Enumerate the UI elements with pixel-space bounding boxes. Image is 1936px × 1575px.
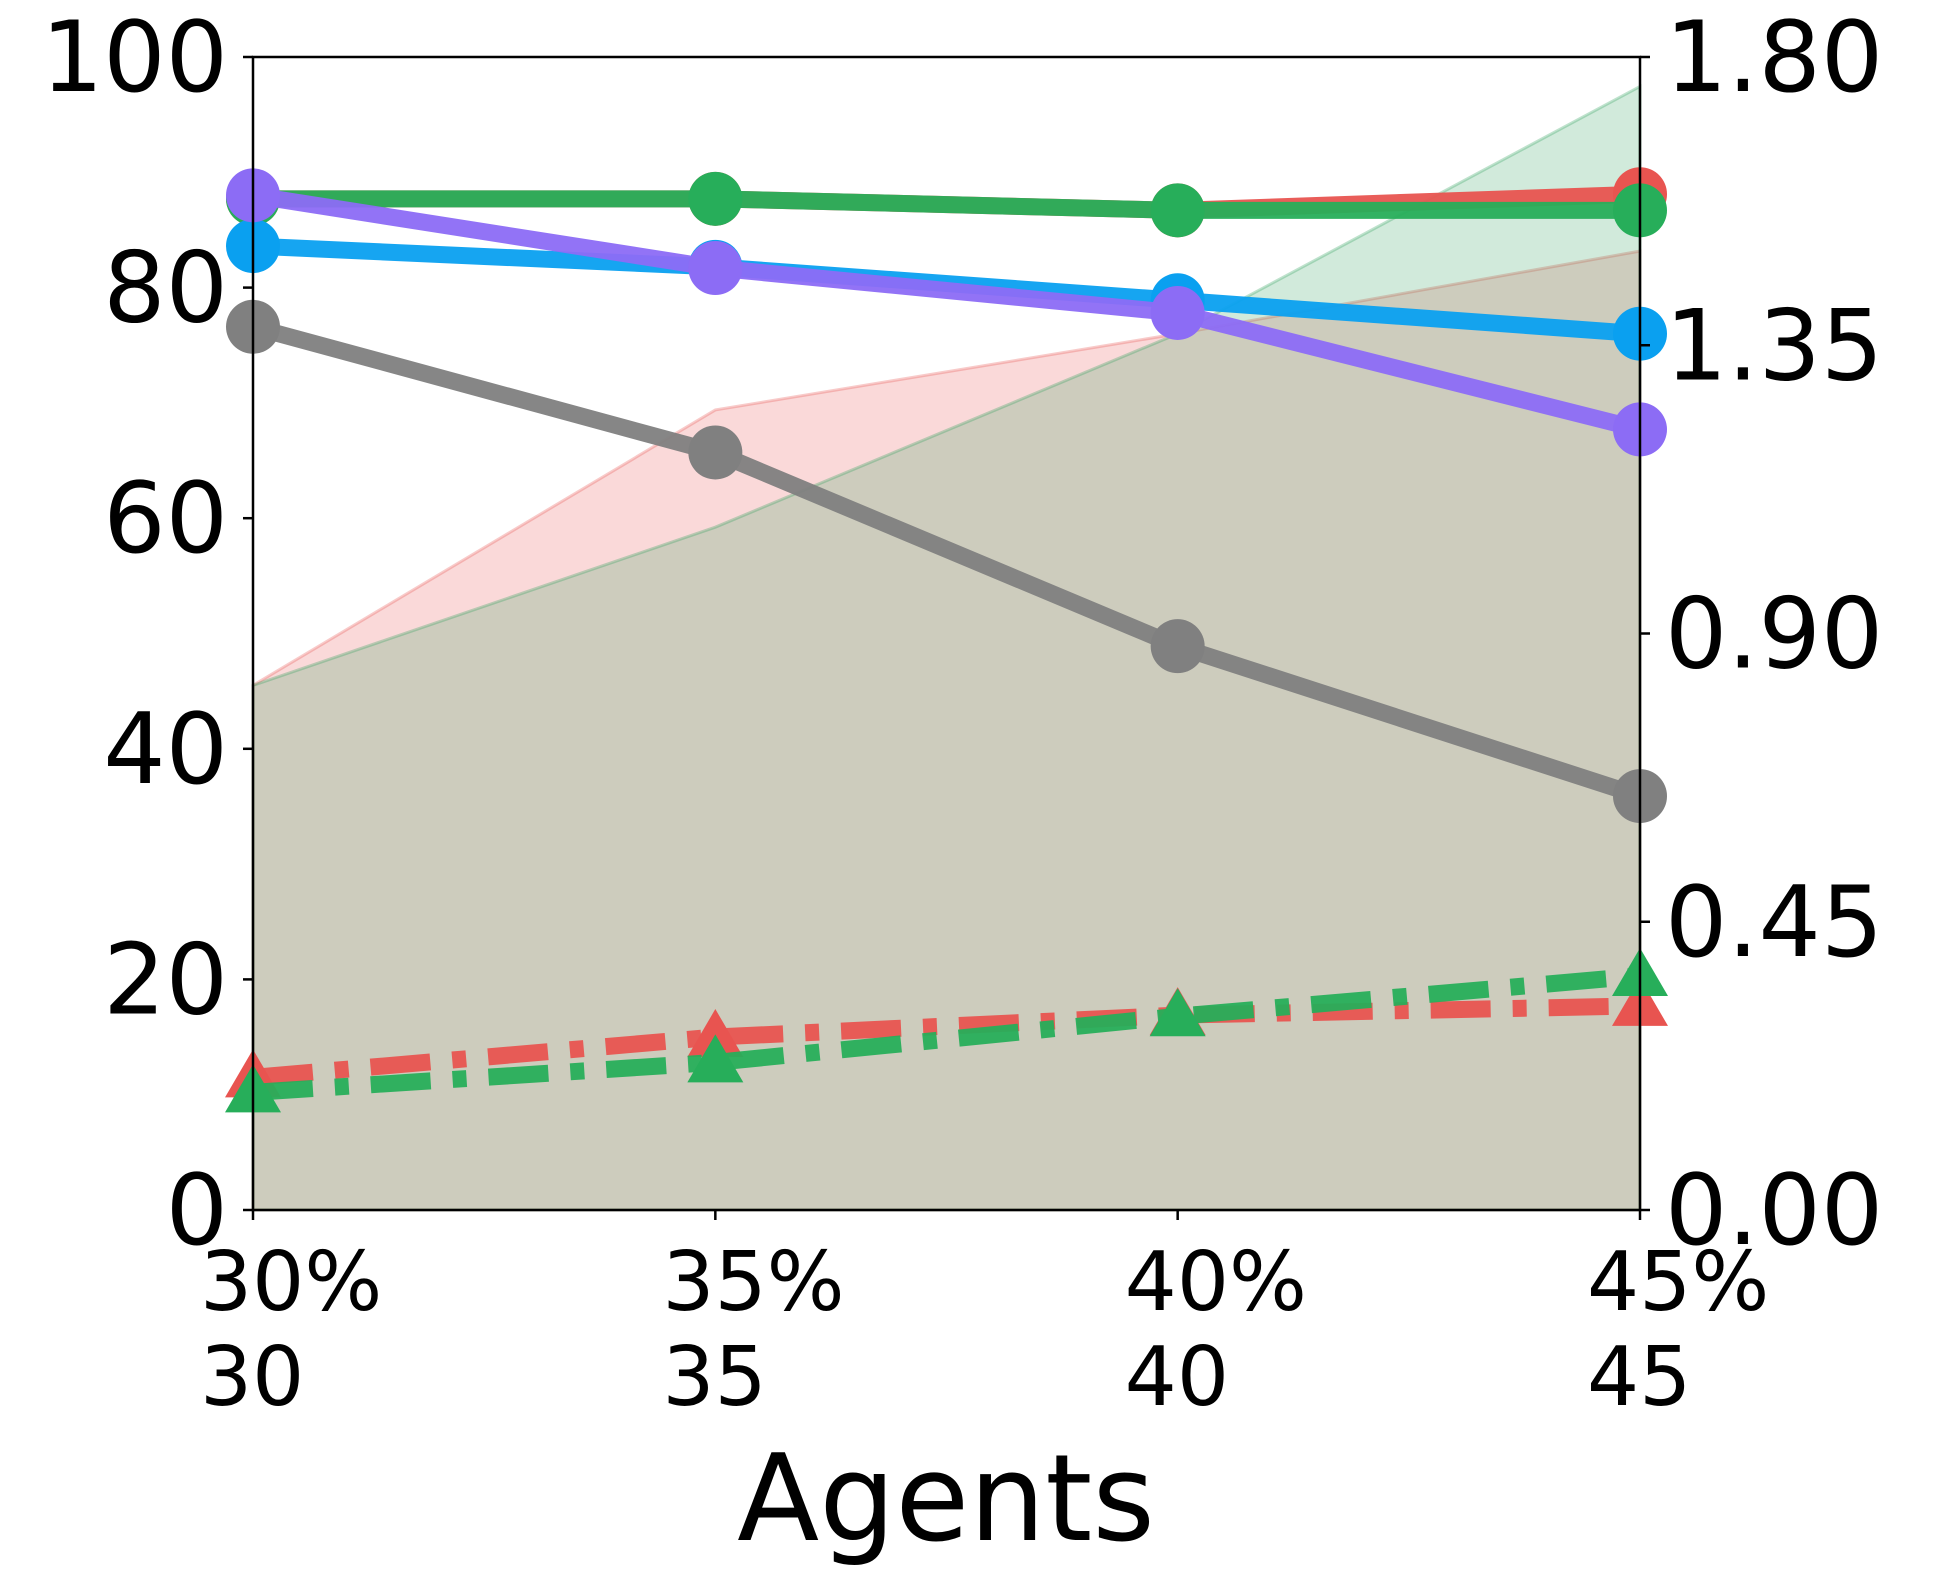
x-tick-label: 35%	[662, 1235, 844, 1330]
marker	[1150, 285, 1205, 340]
x-tick-label: 40	[1125, 1330, 1229, 1425]
y2-tick-label: 0.45	[1665, 866, 1883, 980]
marker	[688, 425, 743, 480]
x-tick-label: 35	[662, 1330, 766, 1425]
marker	[688, 240, 743, 295]
y-tick-label: 60	[103, 462, 228, 576]
x-axis-label: Agents	[737, 1430, 1155, 1569]
marker	[1150, 619, 1205, 674]
y-tick-label: 0	[166, 1154, 228, 1268]
y-tick-label: 80	[103, 232, 228, 346]
y2-tick-label: 0.00	[1665, 1154, 1883, 1268]
line	[253, 190, 1640, 219]
marker	[687, 1034, 744, 1083]
y-tick-label: 40	[103, 693, 228, 807]
x-tick-label: 40%	[1125, 1235, 1307, 1330]
marker	[687, 1009, 744, 1058]
y-tick-label: 20	[103, 923, 228, 1037]
y-tick-label: 100	[41, 1, 228, 115]
x-tick-label: 45	[1587, 1330, 1691, 1425]
x-tick-label: 30%	[200, 1235, 382, 1330]
marker	[1150, 183, 1205, 238]
y2-tick-label: 1.80	[1665, 1, 1883, 115]
line	[251, 186, 1643, 438]
x-tick-label: 30	[200, 1330, 304, 1425]
y2-tick-label: 1.35	[1665, 289, 1883, 403]
y2-tick-label: 0.90	[1665, 578, 1883, 692]
line	[250, 318, 1643, 805]
marker	[1149, 988, 1206, 1037]
marker	[688, 171, 743, 226]
x-tick-label: 45%	[1587, 1235, 1769, 1330]
